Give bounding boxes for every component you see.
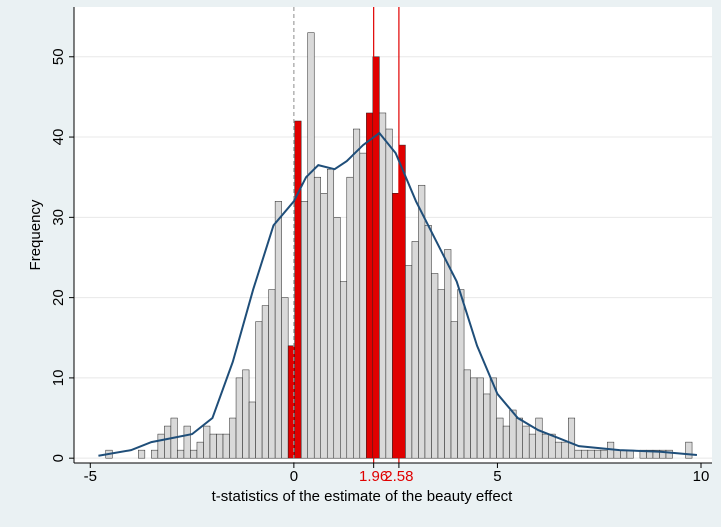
bar [392,193,400,459]
bar [379,112,387,459]
bar [268,289,276,459]
bar [248,401,256,459]
x-tick-label: 2.58 [384,468,413,485]
bar [183,425,191,459]
bar [444,249,452,459]
bar [190,449,198,459]
bar [561,441,569,459]
bar [450,321,458,459]
bar [151,449,159,459]
bar [483,393,491,459]
bar [665,449,673,459]
bar [281,297,289,459]
y-tick-label: 10 [50,370,67,387]
bar [138,449,146,459]
x-tick-label: 5 [493,468,501,485]
bar [411,241,419,459]
bar [496,417,504,459]
bar [581,449,589,459]
bar [685,441,693,459]
bar [437,289,445,459]
bar [366,112,374,459]
bar [398,144,406,459]
y-tick-label: 50 [50,48,67,65]
bar [554,441,563,459]
bar [274,201,282,459]
bar [405,265,413,459]
bar [509,409,517,459]
bar [385,128,393,459]
bar [431,273,439,459]
bar [528,433,536,459]
bar [340,281,348,459]
y-tick-label: 20 [50,289,67,306]
bar [235,377,243,459]
bar [600,449,608,459]
y-axis-label: Frequency [27,199,44,270]
bar [424,225,432,459]
bar [502,425,510,459]
bar [229,417,237,459]
bar [548,433,556,459]
bar [594,449,602,459]
bar [164,425,172,459]
y-tick-label: 30 [50,209,67,226]
bar [541,433,549,459]
bar [313,176,321,459]
bar [196,441,204,459]
bar [333,217,341,459]
bar [242,369,250,459]
bar [177,449,185,459]
bar [457,289,465,459]
y-tick-label: 40 [50,129,67,146]
x-axis-label: t-statistics of the estimate of the beau… [212,488,514,505]
bar [568,417,576,459]
bar [346,176,354,459]
bar [157,433,165,459]
x-tick-label: 10 [693,468,710,485]
bar [470,377,478,459]
bar [261,305,269,459]
bar [515,417,523,459]
y-tick-label: 0 [50,454,67,462]
x-tick-label: 1.96 [359,468,388,485]
bar [418,184,426,459]
bar [522,425,530,459]
bar [587,449,595,459]
bar [535,417,543,459]
bar [476,377,484,459]
bar [216,433,224,459]
x-tick-label: -5 [84,468,97,485]
bar [255,321,263,459]
density-curve [98,131,698,457]
bar [209,433,217,459]
bar [574,449,582,459]
bar [300,201,308,459]
bar [203,425,211,459]
bar [359,152,367,459]
bar [353,128,361,459]
bar [613,449,621,459]
x-tick-label: 0 [290,468,298,485]
bar [326,168,335,459]
bar [294,120,302,459]
bar [320,193,328,459]
bar [463,369,471,459]
bar [222,433,230,459]
bar [307,32,315,459]
